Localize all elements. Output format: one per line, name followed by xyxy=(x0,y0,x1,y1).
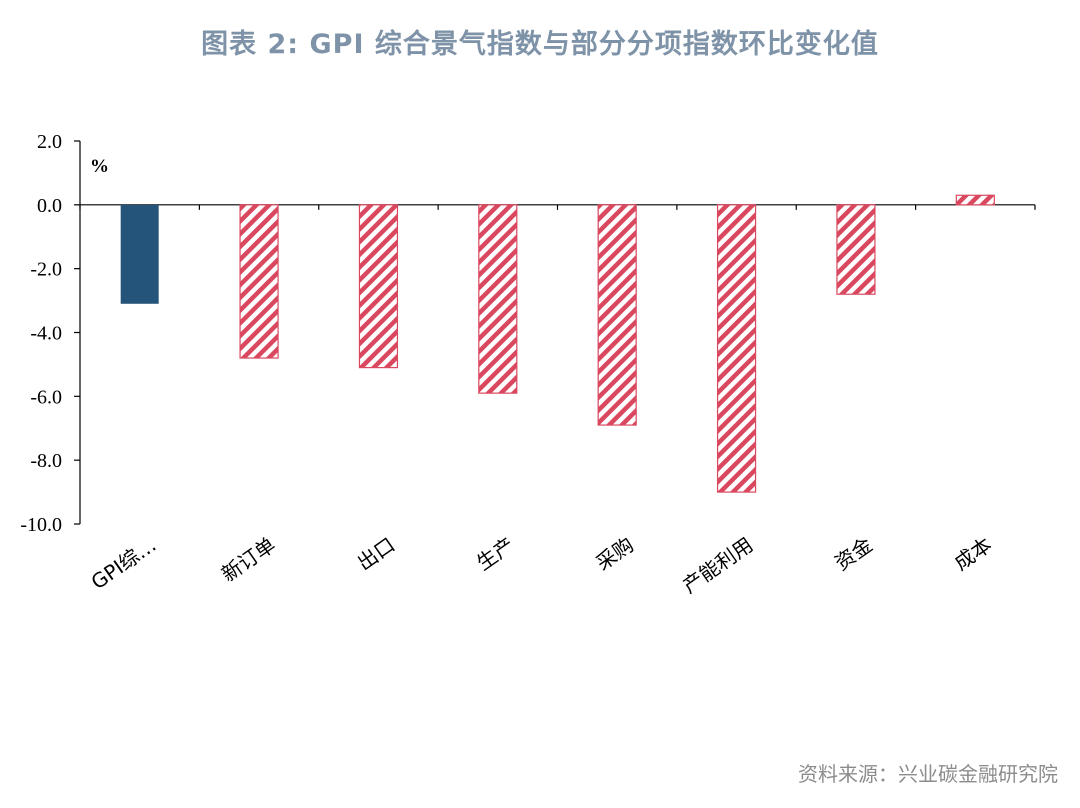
category-label: 成本 xyxy=(950,532,997,575)
category-label: 采购 xyxy=(592,532,639,575)
category-label: 资金 xyxy=(830,532,877,575)
y-tick-label: -10.0 xyxy=(20,514,62,536)
bar-0 xyxy=(120,204,159,304)
category-label: 产能利用 xyxy=(678,532,757,598)
y-tick-label: -8.0 xyxy=(30,450,62,472)
bar-5 xyxy=(716,204,757,493)
y-tick-label: -4.0 xyxy=(30,323,62,345)
bar-4 xyxy=(597,204,637,426)
source-note: 资料来源：兴业碳金融研究院 xyxy=(798,762,1058,786)
category-label: 新订单 xyxy=(217,532,280,586)
axes xyxy=(74,140,1036,525)
category-label: GPI综… xyxy=(87,532,161,594)
bar-2 xyxy=(358,204,399,369)
bar-3 xyxy=(478,204,518,394)
y-tick-labels: 2.0 0.0 -2.0 -4.0 -6.0 -8.0 -10.0 xyxy=(20,131,62,536)
y-tick-label: 2.0 xyxy=(37,131,62,153)
y-unit-label: % xyxy=(90,156,109,177)
bar-7 xyxy=(955,194,995,206)
category-label: 出口 xyxy=(353,532,400,575)
bar-1 xyxy=(239,204,279,359)
category-labels: GPI综… 新订单 出口 生产 采购 产能利用 资金 成本 xyxy=(87,532,997,598)
y-tick-label: -6.0 xyxy=(30,386,62,408)
category-label: 生产 xyxy=(472,532,519,575)
chart-title: 图表 2: GPI 综合景气指数与部分分项指数环比变化值 xyxy=(201,29,879,60)
bar-6 xyxy=(836,204,876,295)
y-tick-label: -2.0 xyxy=(30,259,62,281)
bars xyxy=(120,194,995,493)
y-tick-label: 0.0 xyxy=(37,195,62,217)
